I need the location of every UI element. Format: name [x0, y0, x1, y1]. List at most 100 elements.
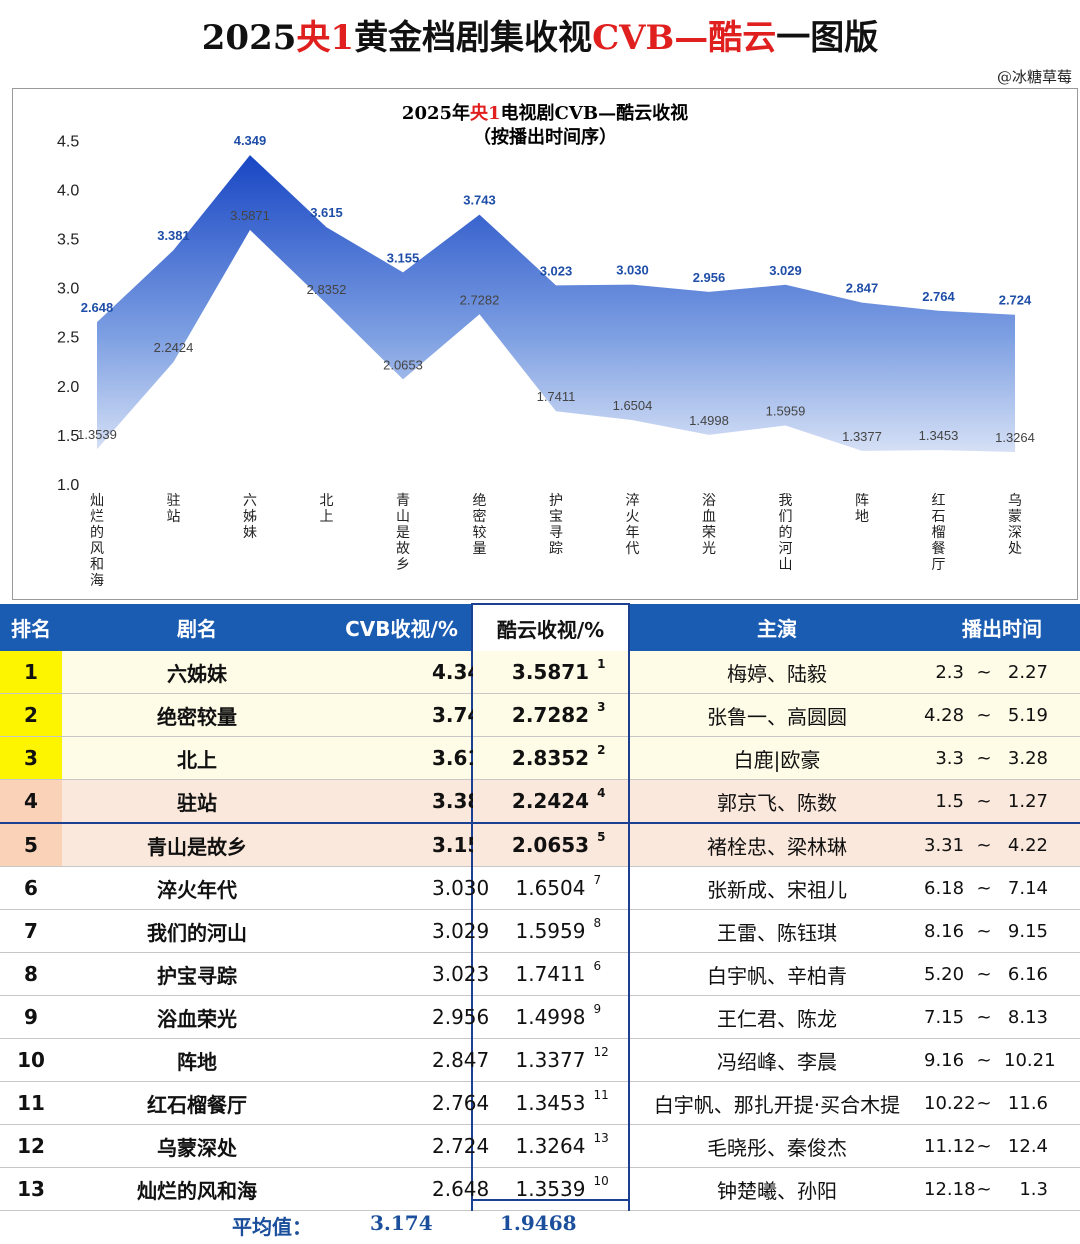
y-tick-label: 4.5	[57, 133, 79, 150]
airtime-sep: ~	[976, 834, 992, 856]
x-category-label: 我们的河山	[779, 493, 793, 573]
cvb-data-label: 2.724	[999, 293, 1032, 308]
x-category-label: 绝密较量	[473, 493, 487, 557]
x-category-label: 浴血荣光	[702, 493, 716, 557]
kuyun-rank: 8	[593, 916, 602, 930]
cell-cast: 白鹿|欧豪	[629, 736, 924, 780]
cell-name: 浴血荣光	[62, 995, 332, 1039]
cvb-data-label: 3.030	[616, 263, 649, 278]
kuyun-value: 1.4998	[515, 1005, 586, 1029]
header-kuyun: 酷云收视/%	[471, 603, 630, 651]
kuyun-data-label: 1.4998	[689, 413, 729, 428]
header-cast: 主演	[629, 604, 924, 651]
kuyun-rank: 1	[597, 657, 606, 671]
kuyun-value: 1.5959	[515, 919, 586, 943]
airtime-start: 2.3	[935, 661, 964, 683]
x-category-label: 红石榴餐厅	[932, 493, 946, 573]
chart-title-line2: （按播出时间序）	[473, 126, 617, 148]
airtime-sep: ~	[976, 1135, 992, 1157]
cell-rank: 9	[0, 995, 62, 1039]
x-category-label: 六姊妹	[243, 493, 257, 541]
title-year: 2025	[201, 18, 297, 58]
table-row: 10 阵地 2.847 1.3377 12 冯绍峰、李晨 9.16 ~10.21	[0, 1038, 1080, 1082]
cell-cast: 王仁君、陈龙	[629, 995, 924, 1039]
kuyun-rank: 2	[597, 743, 606, 757]
chart-title-line1: 2025年央1电视剧CVB—酷云收视	[402, 102, 688, 124]
cell-airtime: 2.3 ~2.27	[924, 651, 1080, 694]
cell-airtime: 1.5 ~1.27	[924, 779, 1080, 824]
cell-cvb: 3.381	[332, 779, 495, 824]
kuyun-value: 2.8352	[511, 746, 590, 770]
cell-airtime: 4.28 ~5.19	[924, 693, 1080, 737]
cell-airtime: 8.16 ~9.15	[924, 909, 1080, 953]
cell-cvb: 2.956	[332, 995, 489, 1039]
table-row: 5 青山是故乡 3.155 2.0653 5 褚栓忠、梁林琳 3.31 ~4.22	[0, 823, 1080, 867]
cell-rank: 6	[0, 866, 62, 910]
cell-airtime: 9.16 ~10.21	[924, 1038, 1080, 1082]
airtime-sep: ~	[976, 1006, 992, 1028]
kuyun-rank: 9	[593, 1002, 602, 1016]
table-row: 12 乌蒙深处 2.724 1.3264 13 毛晓彤、秦俊杰 11.12~ 12.4	[0, 1124, 1080, 1168]
airtime-end: 9.15	[1007, 920, 1048, 942]
series-kuyun-area	[97, 229, 1015, 484]
airtime-sep: ~	[976, 704, 992, 726]
cell-rank: 4	[0, 779, 62, 824]
cell-rank: 3	[0, 736, 62, 780]
airtime-start: 1.5	[935, 790, 964, 812]
airtime-end: 6.16	[1007, 963, 1048, 985]
kuyun-rank: 7	[593, 873, 602, 887]
cell-airtime: 3.31 ~4.22	[924, 823, 1080, 867]
cvb-data-label: 2.648	[81, 300, 114, 315]
cvb-data-label: 3.615	[310, 205, 343, 220]
y-tick-label: 2.0	[57, 379, 79, 396]
cvb-data-label: 3.155	[387, 250, 420, 265]
cell-kuyun: 1.3453 11	[471, 1081, 630, 1125]
airtime-end: 10.21	[1004, 1049, 1056, 1071]
cell-name: 青山是故乡	[62, 823, 332, 867]
cell-cvb: 2.724	[332, 1124, 489, 1168]
cell-kuyun: 1.5959 8	[471, 909, 630, 953]
cell-kuyun: 1.7411 6	[471, 952, 630, 996]
cvb-data-label: 2.847	[846, 281, 879, 296]
cell-cast: 白宇帆、辛柏青	[629, 952, 924, 996]
airtime-end: 4.22	[1007, 834, 1048, 856]
cell-cast: 王雷、陈钰琪	[629, 909, 924, 953]
cell-kuyun: 2.8352 2	[471, 736, 630, 780]
kuyun-rank: 11	[593, 1088, 609, 1102]
airtime-start: 3.31	[924, 834, 965, 856]
cell-rank: 2	[0, 693, 62, 737]
table-row: 6 淬火年代 3.030 1.6504 7 张新成、宋祖儿 6.18 ~7.14	[0, 866, 1080, 910]
cell-airtime: 7.15 ~8.13	[924, 995, 1080, 1039]
table-row: 11 红石榴餐厅 2.764 1.3453 11 白宇帆、那扎开提·买合木提 10.22~ 1…	[0, 1081, 1080, 1125]
kuyun-value: 3.5871	[511, 660, 590, 684]
y-tick-label: 3.0	[57, 281, 79, 298]
cell-name: 灿烂的风和海	[62, 1167, 332, 1211]
header-rank: 排名	[0, 604, 62, 651]
cell-cvb: 4.349	[332, 651, 495, 694]
airtime-start: 12.18	[924, 1178, 976, 1200]
chart-panel: 2025年央1电视剧CVB—酷云收视 （按播出时间序） 1.0 1.5 2.0 2.5…	[12, 88, 1078, 600]
kuyun-rank: 10	[593, 1174, 609, 1188]
cell-name: 我们的河山	[62, 909, 332, 953]
cell-cvb: 3.743	[332, 693, 495, 737]
cell-kuyun: 1.3264 13	[471, 1124, 630, 1168]
x-category-label: 护宝寻踪	[549, 493, 563, 557]
cvb-data-label: 3.381	[157, 228, 190, 243]
cell-name: 护宝寻踪	[62, 952, 332, 996]
average-cvb: 3.174	[370, 1211, 433, 1235]
kuyun-value: 1.3264	[515, 1134, 586, 1158]
cell-name: 淬火年代	[62, 866, 332, 910]
airtime-start: 11.12	[924, 1135, 976, 1157]
airtime-sep: ~	[976, 920, 992, 942]
cell-cvb: 3.030	[332, 866, 489, 910]
cell-kuyun: 2.7282 3	[471, 693, 630, 737]
cell-name: 红石榴餐厅	[62, 1081, 332, 1125]
airtime-end: 2.27	[1007, 661, 1048, 683]
cell-rank: 10	[0, 1038, 62, 1082]
page-title: 2025央1黄金档剧集收视CVB—酷云一图版	[0, 10, 1080, 59]
x-category-label: 阵地	[855, 493, 869, 525]
airtime-sep: ~	[976, 790, 992, 812]
kuyun-data-label: 1.3453	[919, 428, 959, 443]
cvb-data-label: 3.743	[463, 193, 496, 208]
